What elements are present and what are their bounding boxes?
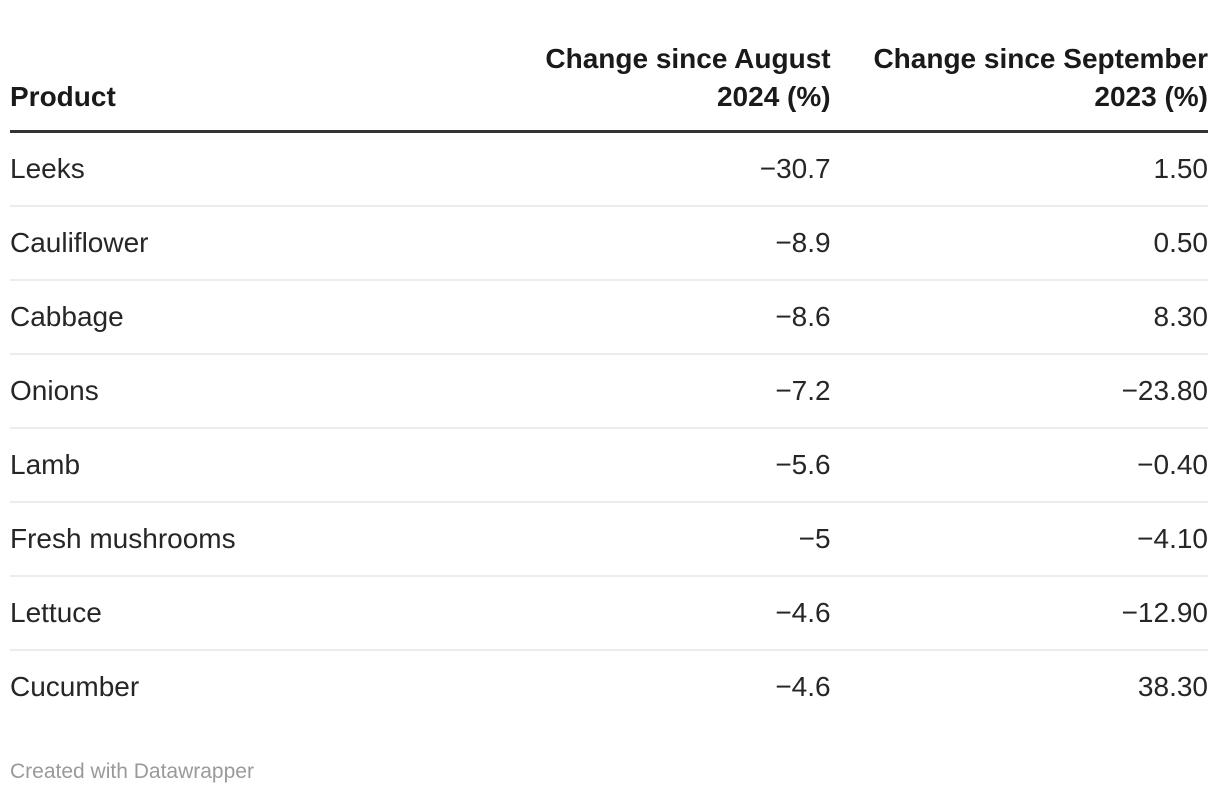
change-aug-2024-cell: −7.2 bbox=[453, 354, 831, 429]
column-header-change-sep-2023-line1: Change since September bbox=[873, 43, 1208, 74]
table-row: Onions −7.2 −23.80 bbox=[10, 354, 1208, 429]
table-row: Cauliflower −8.9 0.50 bbox=[10, 206, 1208, 281]
change-sep-2023-cell: −4.10 bbox=[830, 502, 1208, 577]
change-sep-2023-cell: −0.40 bbox=[830, 428, 1208, 503]
change-sep-2023-cell: 0.50 bbox=[830, 206, 1208, 281]
table-row: Fresh mushrooms −5 −4.10 bbox=[10, 502, 1208, 577]
column-header-change-sep-2023: Change since September 2023 (%) bbox=[830, 40, 1208, 133]
table-row: Lamb −5.6 −0.40 bbox=[10, 428, 1208, 503]
column-header-change-aug-2024-line2: 2024 (%) bbox=[716, 81, 831, 112]
change-sep-2023-cell: −23.80 bbox=[830, 354, 1208, 429]
product-cell: Fresh mushrooms bbox=[10, 502, 454, 577]
change-aug-2024-cell: −8.9 bbox=[453, 206, 831, 281]
attribution: Created with Datawrapper bbox=[10, 759, 1208, 785]
product-cell: Leeks bbox=[10, 131, 454, 207]
product-cell: Onions bbox=[10, 354, 454, 429]
change-aug-2024-cell: −4.6 bbox=[775, 671, 831, 702]
table-header: Product Change since August 2024 (%) Cha… bbox=[10, 40, 1208, 133]
column-header-product-label: Product bbox=[10, 81, 116, 112]
column-header-change-aug-2024: Change since August 2024 (%) bbox=[453, 40, 831, 133]
change-sep-2023-cell: −12.90 bbox=[830, 576, 1208, 651]
change-aug-2024-cell: −4.6 bbox=[453, 576, 831, 651]
table-row: Cucumber −4.6 38.30 bbox=[10, 650, 1208, 723]
table-row: Leeks −30.7 1.50 bbox=[10, 131, 1208, 207]
header-row: Product Change since August 2024 (%) Cha… bbox=[10, 40, 1208, 133]
change-aug-2024-cell: −5.6 bbox=[453, 428, 831, 503]
change-aug-2024-cell: −30.7 bbox=[453, 131, 831, 207]
product-cell: Cabbage bbox=[10, 280, 454, 355]
price-change-table: Product Change since August 2024 (%) Cha… bbox=[10, 40, 1208, 723]
change-sep-2023-cell: 8.30 bbox=[830, 280, 1208, 355]
datawrapper-attribution-link[interactable]: Created with Datawrapper bbox=[10, 760, 254, 783]
product-cell: Cauliflower bbox=[10, 206, 454, 281]
change-sep-2023-cell: 38.30 bbox=[1137, 671, 1208, 702]
table-body: Leeks −30.7 1.50 Cauliflower −8.9 0.50 C… bbox=[10, 131, 1208, 724]
column-header-product: Product bbox=[10, 40, 454, 133]
change-sep-2023-cell: 1.50 bbox=[830, 131, 1208, 207]
product-cell: Lettuce bbox=[10, 576, 454, 651]
table-row: Lettuce −4.6 −12.90 bbox=[10, 576, 1208, 651]
column-header-change-aug-2024-line1: Change since August bbox=[545, 43, 831, 74]
product-cell: Lamb bbox=[10, 428, 454, 503]
change-aug-2024-cell: −8.6 bbox=[453, 280, 831, 355]
change-aug-2024-cell: −5 bbox=[453, 502, 831, 577]
product-cell: Cucumber bbox=[10, 671, 140, 702]
column-header-change-sep-2023-line2: 2023 (%) bbox=[1094, 81, 1208, 112]
table-row: Cabbage −8.6 8.30 bbox=[10, 280, 1208, 355]
